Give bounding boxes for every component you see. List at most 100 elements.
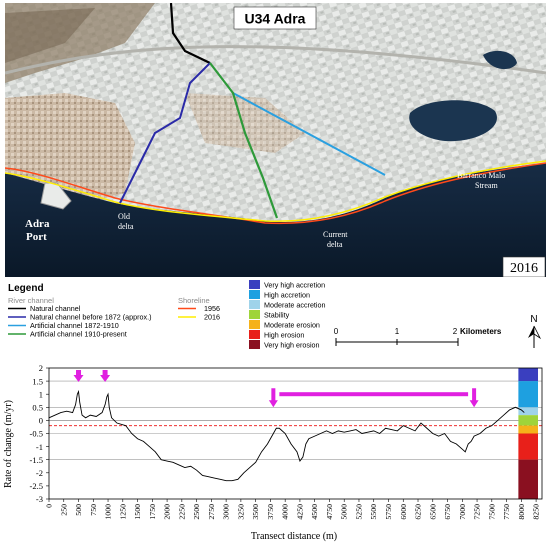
natural-channel: [169, 3, 211, 64]
class-label-6: Very high erosion: [264, 341, 320, 350]
scale-tick-2: 2: [453, 327, 458, 336]
x-tick-label-12: 3000: [222, 504, 231, 520]
marker-bracket-bar: [279, 392, 469, 397]
chart-colorbar: [518, 368, 538, 499]
class-label-3: Stability: [264, 311, 290, 320]
legend: Legend River channel Shoreline Natural c…: [8, 280, 542, 350]
colorbar-segment-2: [518, 407, 538, 416]
map-title-box: [233, 6, 317, 30]
colorbar-segment-4: [518, 425, 538, 434]
y-axis-label: Rate of change (m/yr): [3, 400, 14, 488]
class-swatch-2: [249, 300, 260, 309]
scale-bar: 0 1 2 Kilometers: [334, 327, 502, 346]
scale-unit: Kilometers: [460, 327, 502, 336]
year-box: [502, 256, 546, 277]
port-breakwater: [40, 182, 72, 210]
satellite-map: U34 Adra 2016 Adra Port Old delta Curren…: [5, 3, 546, 277]
x-tick-label-24: 6000: [399, 504, 408, 520]
y-tick-label-2: 1: [39, 389, 43, 399]
class-swatch-6: [249, 340, 260, 349]
x-tick-label-5: 1250: [118, 504, 127, 520]
town-area-east: [185, 93, 305, 153]
x-tick-label-9: 2250: [177, 504, 186, 520]
x-tick-label-6: 1500: [133, 504, 142, 520]
x-tick-label-20: 5000: [340, 504, 349, 520]
x-tick-label-11: 2750: [207, 504, 216, 520]
x-tick-label-2: 500: [74, 504, 83, 516]
x-tick-label-22: 5500: [369, 504, 378, 520]
hills-shade: [5, 8, 95, 63]
x-axis-label: Transect distance (m): [251, 531, 337, 542]
x-tick-label-0: 0: [45, 504, 54, 508]
class-label-1: High accretion: [264, 291, 310, 300]
y-tick-label-5: -0.5: [30, 429, 43, 439]
y-tick-label-1: 1.5: [32, 376, 43, 386]
x-tick-label-8: 2000: [163, 504, 172, 520]
colorbar-segment-5: [518, 433, 538, 460]
chart-grid: [49, 380, 542, 460]
x-tick-label-23: 5750: [384, 504, 393, 520]
shoreline-2016: [5, 160, 546, 223]
rate-of-change-series-line: [48, 389, 525, 482]
x-tick-label-15: 3750: [266, 504, 275, 520]
artificial-channel-1910-present: [209, 62, 279, 219]
class-label-4: Moderate erosion: [264, 321, 320, 330]
x-tick-label-31: 7750: [502, 504, 511, 520]
class-swatch-0: [249, 280, 260, 289]
class-swatch-4: [249, 320, 260, 329]
y-tick-label-9: -2.5: [30, 481, 43, 491]
marker-arrow-0: [73, 370, 84, 382]
class-swatch-3: [249, 310, 260, 319]
x-tick-label-16: 4000: [281, 504, 290, 520]
river-heading: River channel: [8, 296, 54, 305]
barranco-label-line2: Stream: [475, 181, 498, 190]
class-label-5: High erosion: [264, 331, 304, 340]
chart-markers: [73, 370, 479, 408]
x-tick-label-19: 4750: [325, 504, 334, 520]
x-axis-ticks: 0 250 500 750 1000 1250 1500 1750 2000 2250 2500 27…: [45, 499, 541, 520]
y-tick-label-4: 0: [39, 416, 43, 426]
x-tick-label-3: 750: [89, 504, 98, 516]
x-tick-label-33: 8250: [532, 504, 541, 520]
x-tick-label-4: 1000: [104, 504, 113, 520]
shoreline-label-0: 1956: [204, 304, 220, 313]
x-tick-label-29: 7250: [473, 504, 482, 520]
x-tick-label-1: 250: [59, 504, 68, 516]
x-tick-label-17: 4250: [295, 504, 304, 520]
rate-of-change-chart: 2 1.5 1 0.5 0 -0.5 -1 -1.5 -2 -2.5 -3 0 250 500 750 10…: [3, 363, 543, 542]
river-label-0: Natural channel: [30, 304, 81, 313]
y-tick-label-6: -1: [36, 442, 43, 452]
shoreline-1956: [5, 162, 546, 225]
x-tick-label-18: 4500: [310, 504, 319, 520]
river-label-3: Artificial channel 1910-present: [30, 330, 127, 339]
north-label: N: [530, 314, 537, 325]
x-tick-label-21: 5250: [354, 504, 363, 520]
marker-bracket-arrow-0: [268, 388, 278, 408]
barranco-label-line1: Barranco Malo: [457, 171, 505, 180]
x-tick-label-32: 8000: [517, 504, 526, 520]
colorbar-segment-1: [518, 381, 538, 408]
y-tick-label-10: -3: [36, 494, 43, 504]
plot-frame: [48, 367, 543, 500]
class-label-2: Moderate accretion: [264, 301, 326, 310]
class-swatch-1: [249, 290, 260, 299]
x-tick-label-14: 3500: [251, 504, 260, 520]
highway: [5, 45, 546, 75]
current-delta-label-line1: Current: [323, 230, 348, 239]
artificial-channel-1872-1910: [232, 92, 386, 176]
pond-small: [483, 50, 517, 70]
shoreline-label-1: 2016: [204, 313, 220, 322]
y-tick-label-3: 0.5: [32, 403, 43, 413]
x-tick-label-13: 3250: [236, 504, 245, 520]
marker-bracket-arrow-1: [469, 388, 479, 408]
colorbar-segment-0: [518, 368, 538, 382]
port-label-line1: Adra: [25, 218, 50, 230]
y-tick-label-7: -1.5: [30, 455, 43, 465]
x-tick-label-27: 6750: [443, 504, 452, 520]
x-tick-label-10: 2500: [192, 504, 201, 520]
x-tick-label-7: 1750: [148, 504, 157, 520]
scale-tick-0: 0: [334, 327, 339, 336]
